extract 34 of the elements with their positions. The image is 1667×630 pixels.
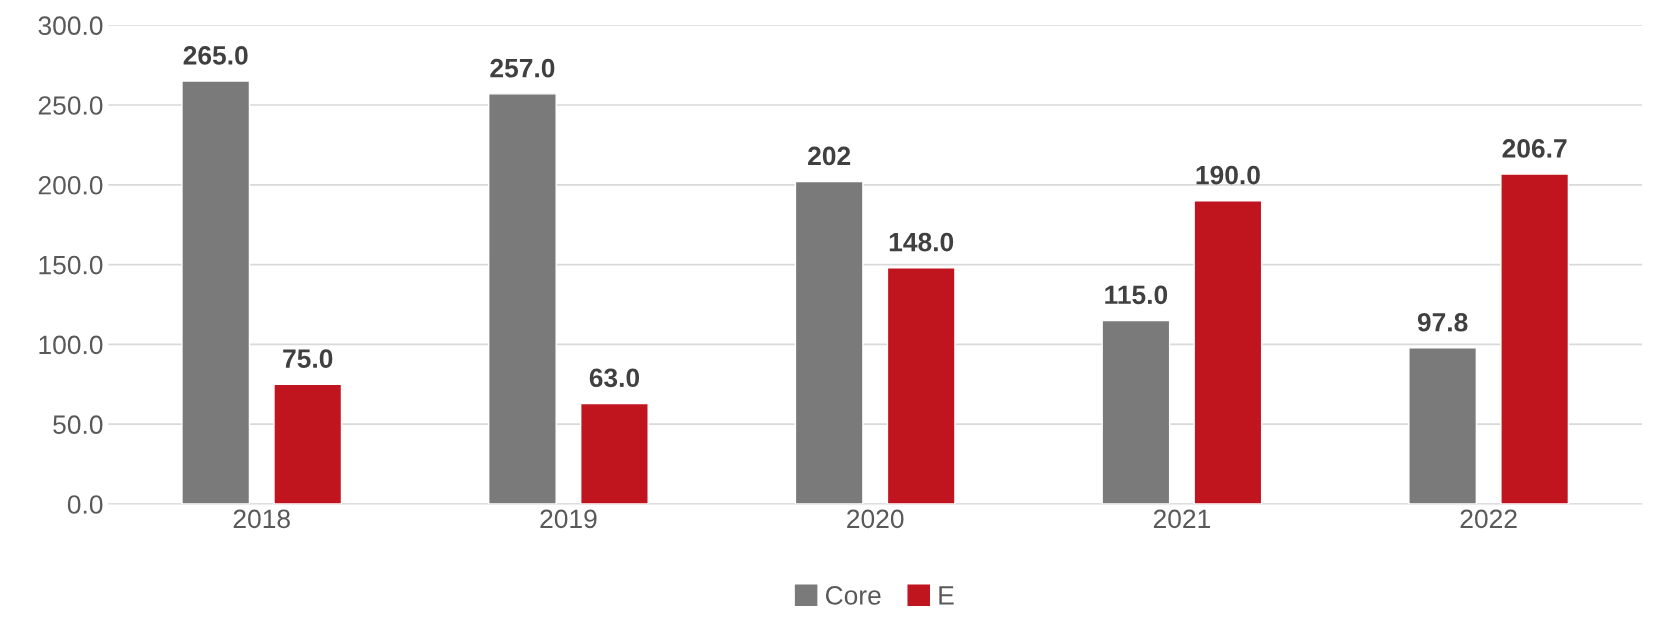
y-tick-label: 250.0	[38, 96, 103, 115]
data-label: 265.0	[183, 46, 248, 65]
bar	[488, 93, 557, 504]
bar	[886, 267, 956, 504]
data-label: 148.0	[889, 232, 954, 252]
data-label: 63.0	[589, 368, 640, 388]
bar	[1193, 200, 1263, 504]
y-tick-label: 0.0	[67, 495, 103, 514]
bar	[1101, 319, 1171, 504]
legend-label: E	[939, 586, 954, 605]
bar	[273, 383, 343, 504]
data-label: 75.0	[283, 349, 333, 368]
x-tick-label: 2019	[540, 509, 597, 529]
data-label: 97.8	[1417, 312, 1468, 332]
x-tick-label: 2020	[847, 509, 904, 529]
x-tick-label: 2022	[1460, 509, 1517, 529]
legend-label: Core	[825, 586, 881, 605]
x-tick-label: 2021	[1153, 509, 1210, 529]
bar	[580, 402, 649, 504]
y-tick-label: 100.0	[39, 335, 103, 355]
y-tick-label: 150.0	[39, 255, 103, 275]
data-label: 115.0	[1105, 285, 1168, 305]
data-label: 190.0	[1196, 165, 1260, 185]
bar	[1500, 173, 1570, 504]
bar	[794, 180, 864, 504]
data-label: 206.7	[1502, 139, 1567, 158]
bar	[1408, 347, 1478, 504]
bar	[181, 80, 251, 504]
data-label: 202	[808, 146, 851, 166]
y-tick-label: 200.0	[38, 175, 103, 195]
data-label: 257.0	[490, 58, 555, 78]
y-tick-label: 300.0	[38, 16, 103, 36]
y-tick-label: 50.0	[53, 415, 103, 435]
x-tick-label: 2018	[233, 509, 290, 529]
